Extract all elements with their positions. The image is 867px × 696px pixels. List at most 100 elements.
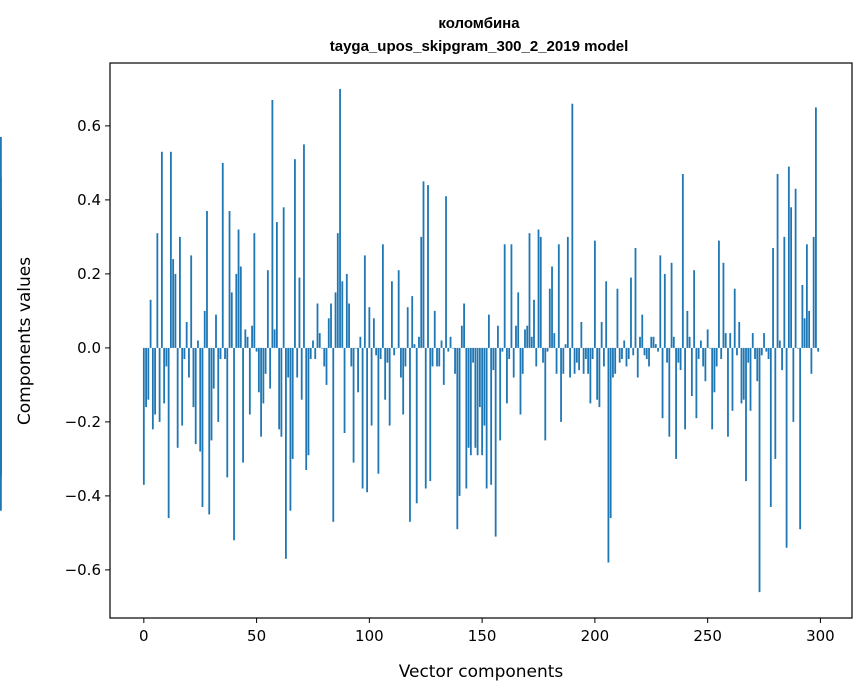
bar-66 — [291, 347, 294, 459]
bar-150 — [481, 347, 484, 456]
bar-68 — [296, 347, 299, 378]
bar-163 — [510, 244, 513, 348]
bar-180 — [548, 288, 551, 348]
x-tick-label: 300 — [806, 627, 835, 645]
bar-221 — [641, 314, 644, 348]
bar-31 — [212, 347, 215, 389]
bar-22 — [192, 347, 195, 408]
bar-230 — [661, 347, 664, 419]
bar-279 — [772, 248, 774, 348]
bar-298 — [815, 107, 817, 348]
bar-262 — [733, 288, 736, 348]
bar-138 — [454, 347, 456, 374]
bar-165 — [515, 325, 517, 348]
bar-15 — [176, 347, 179, 448]
bar-212 — [621, 347, 623, 359]
bar-297 — [812, 236, 815, 348]
bar-65 — [289, 347, 292, 511]
bar-81 — [325, 347, 328, 385]
bar-178 — [544, 347, 547, 441]
bar-199 — [591, 347, 594, 359]
bar-195 — [582, 347, 585, 374]
bar-205 — [605, 281, 608, 348]
bar-30 — [210, 347, 213, 441]
bar-249 — [704, 347, 707, 382]
bar-226 — [652, 336, 655, 348]
bar-156 — [494, 347, 497, 537]
bar-71 — [303, 144, 305, 348]
bar-62 — [282, 207, 285, 348]
bar-114 — [400, 347, 402, 378]
bar-234 — [670, 262, 673, 348]
bar-108 — [386, 347, 389, 363]
bar-217 — [632, 347, 635, 356]
bar-246 — [697, 347, 700, 359]
bar-4 — [151, 347, 154, 430]
bar-58 — [273, 329, 276, 348]
bar-152 — [485, 347, 488, 489]
bar-131 — [438, 347, 441, 367]
bar-268 — [747, 347, 750, 363]
bar-72 — [305, 347, 308, 470]
bar-128 — [431, 347, 434, 367]
bar-134 — [445, 196, 447, 348]
bar-184 — [557, 244, 560, 348]
bar-176 — [539, 236, 542, 348]
bar-294 — [805, 244, 808, 348]
bar-39 — [230, 292, 233, 348]
bar-187 — [564, 344, 567, 348]
bar-16 — [179, 236, 181, 348]
bar-112 — [395, 347, 398, 349]
bar-24 — [197, 340, 199, 348]
bar-13 — [172, 259, 175, 348]
bar-219 — [636, 347, 639, 378]
bar-17 — [181, 347, 184, 426]
bar-245 — [695, 347, 698, 419]
bar-243 — [690, 347, 693, 396]
bar-266 — [742, 347, 745, 400]
y-tick-label: 0.0 — [77, 339, 101, 357]
bar-61 — [280, 347, 283, 437]
bar-239 — [681, 174, 684, 348]
bar-69 — [298, 277, 301, 348]
bar-121 — [415, 347, 418, 504]
x-tick-label: 0 — [139, 627, 149, 645]
bar-32 — [215, 314, 217, 348]
bar-210 — [616, 288, 619, 348]
bar-169 — [524, 329, 526, 348]
bar-53 — [262, 347, 265, 404]
bar-277 — [767, 347, 770, 359]
bar-46 — [246, 336, 249, 348]
bar-130 — [436, 347, 438, 367]
bar-113 — [397, 270, 400, 348]
bar-132 — [440, 340, 443, 348]
bar-213 — [623, 340, 626, 348]
bar-282 — [778, 340, 781, 348]
bar-137 — [451, 347, 454, 349]
bar-26 — [201, 347, 204, 507]
bar-153 — [487, 314, 490, 348]
bar-191 — [573, 347, 576, 374]
bar-159 — [501, 347, 504, 352]
bar-111 — [393, 347, 396, 356]
bar-162 — [508, 347, 511, 359]
bar-274 — [760, 347, 763, 356]
bar-38 — [228, 211, 231, 348]
bar-238 — [679, 347, 682, 371]
bar-189 — [569, 347, 571, 378]
bar-257 — [722, 262, 725, 348]
bar-79 — [321, 347, 323, 349]
bar-281 — [776, 174, 779, 348]
bar-208 — [612, 347, 614, 378]
bar-5 — [154, 347, 156, 415]
bar-167 — [519, 347, 522, 415]
bar-186 — [562, 347, 565, 374]
bar-175 — [537, 229, 540, 348]
bar-47 — [248, 347, 251, 415]
bar-144 — [467, 347, 470, 448]
bar-293 — [803, 318, 806, 348]
bar-155 — [492, 347, 495, 371]
bar-105 — [379, 347, 382, 359]
bar-146 — [472, 347, 474, 363]
